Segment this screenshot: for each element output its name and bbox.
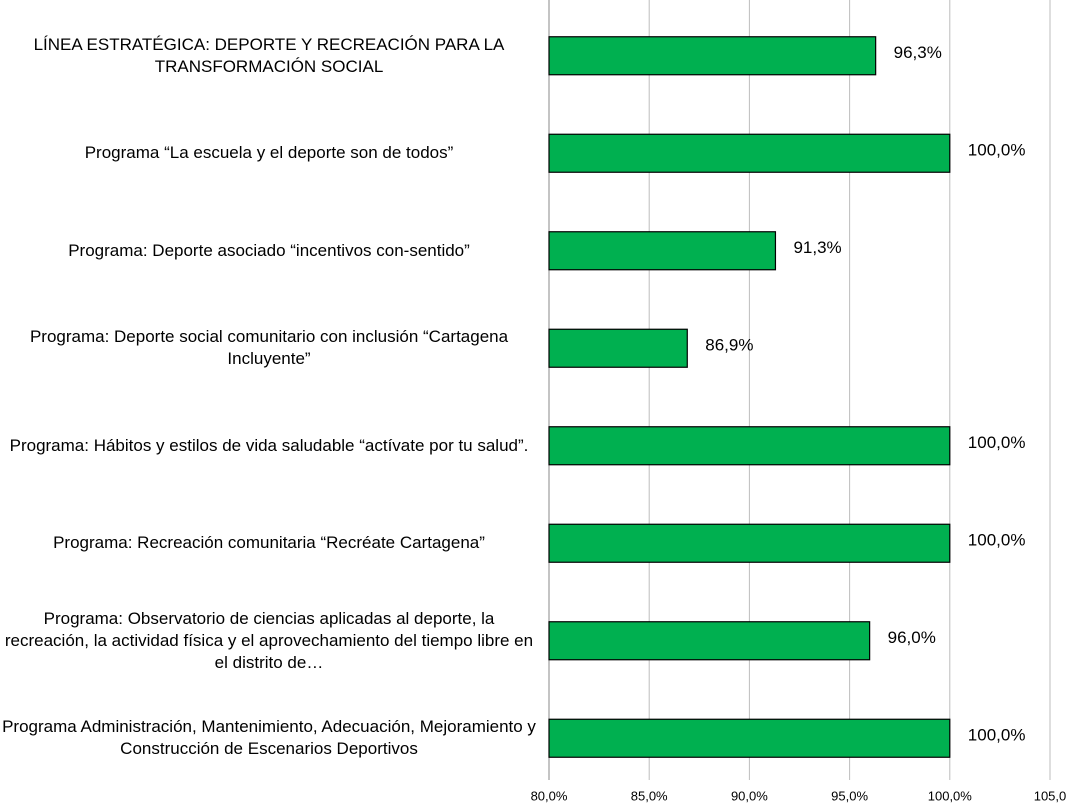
category-label: LÍNEA ESTRATÉGICA: DEPORTE Y RECREACIÓN … (33, 34, 505, 76)
value-label: 100,0% (968, 433, 1026, 452)
value-label: 96,3% (894, 43, 942, 62)
category-label: Programa: Deporte asociado “incentivos c… (68, 240, 470, 260)
x-tick-label: 90,0% (731, 788, 768, 803)
x-tick-label: 85,0% (631, 788, 668, 803)
category-label: Programa: Recreación comunitaria “Recréa… (53, 533, 485, 553)
x-tick-label: 100,0% (928, 788, 973, 803)
category-label: Programa “La escuela y el deporte son de… (84, 143, 454, 163)
bar (548, 621, 871, 661)
bar (548, 718, 951, 758)
category-label: Programa Administración, Mantenimiento, … (2, 717, 536, 759)
bar (548, 523, 951, 563)
value-label: 100,0% (968, 141, 1026, 160)
category-label: Programa: Observatorio de ciencias aplic… (4, 608, 534, 672)
category-label: Programa: Deporte social comunitario con… (29, 327, 509, 369)
bar (548, 133, 951, 173)
x-tick-label: 80,0% (531, 788, 568, 803)
value-label: 96,0% (888, 628, 936, 647)
value-label: 100,0% (968, 531, 1026, 550)
value-label: 86,9% (705, 336, 753, 355)
value-label: 100,0% (968, 726, 1026, 745)
bar (548, 36, 877, 76)
value-label: 91,3% (793, 238, 841, 257)
category-label: Programa: Hábitos y estilos de vida salu… (9, 435, 529, 455)
bar (548, 426, 951, 466)
bar (548, 231, 777, 271)
x-tick-label: 95,0% (831, 788, 868, 803)
bar (548, 328, 688, 368)
x-tick-label: 105,0 (1034, 788, 1067, 803)
